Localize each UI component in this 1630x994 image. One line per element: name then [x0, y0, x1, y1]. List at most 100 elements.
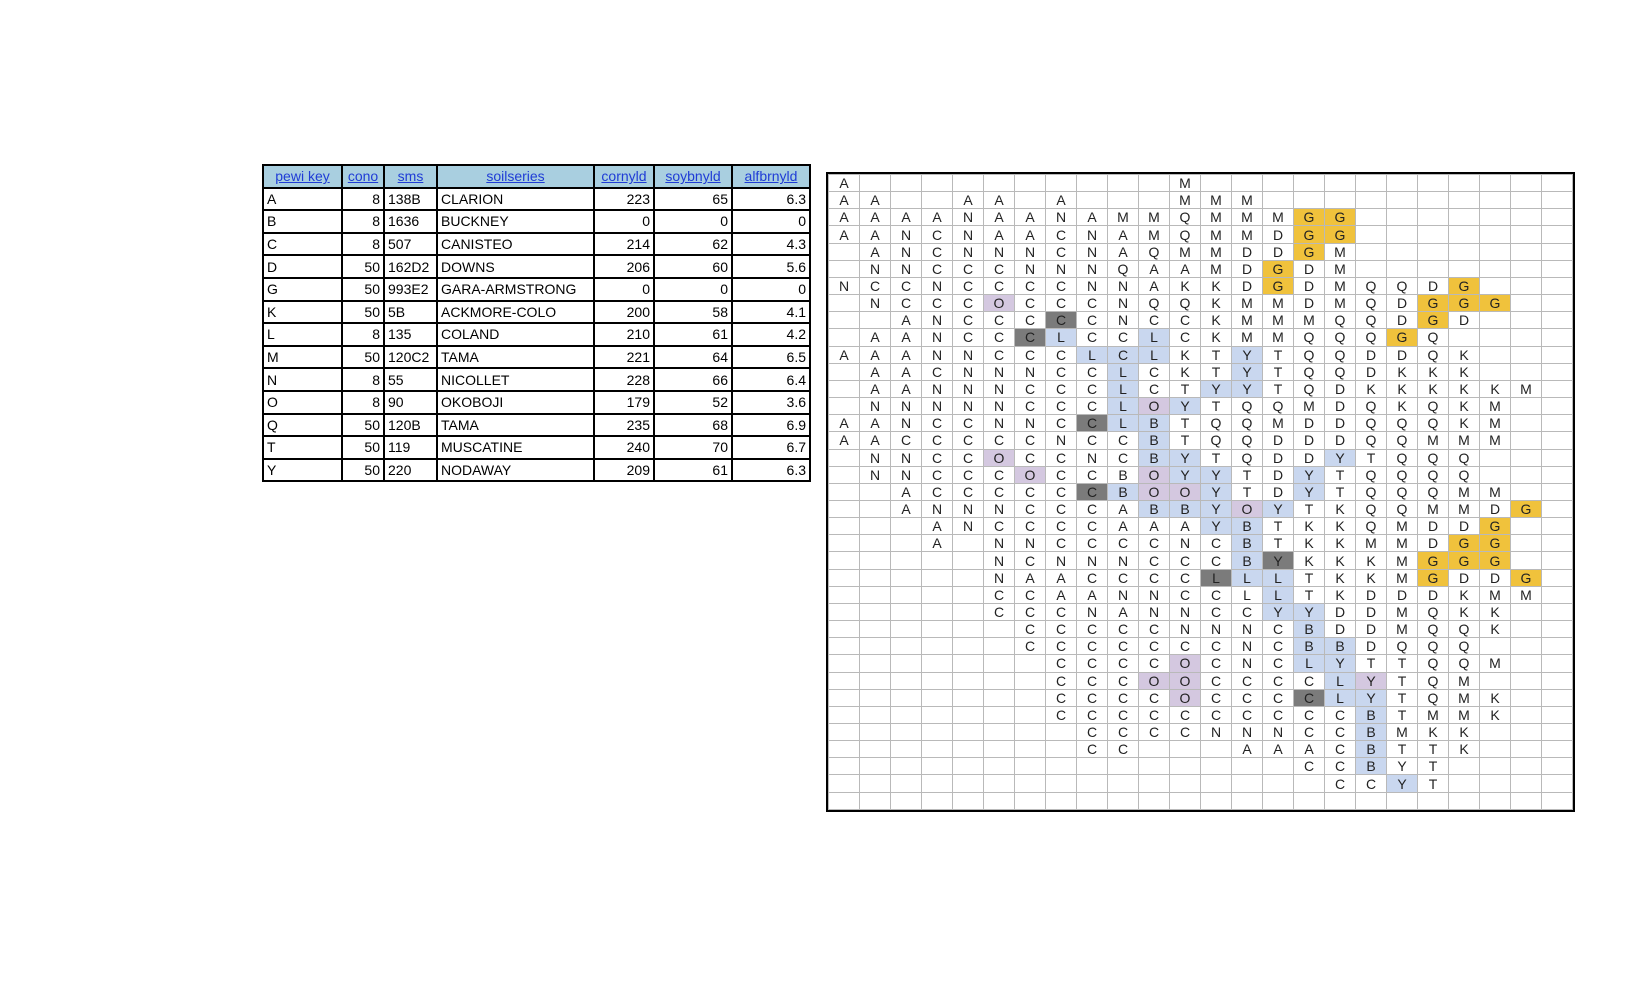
header-cono[interactable]: cono: [341, 164, 385, 189]
cell-soilseries: COLAND: [436, 322, 595, 347]
grid-cell: M: [1417, 705, 1449, 725]
grid-cell: M: [1262, 311, 1294, 330]
header-pewi-key[interactable]: pewi key: [262, 164, 343, 189]
grid-cell: A: [828, 208, 860, 227]
grid-cell: N: [983, 551, 1015, 570]
grid-cell: Y: [1200, 482, 1232, 501]
grid-cell: C: [1200, 637, 1232, 656]
grid-cell: G: [1293, 242, 1325, 261]
table-row: A 8 138B CLARION 223 65 6.3: [262, 186, 811, 212]
grid-cell: A: [890, 208, 922, 227]
table-row: Q 50 120B TAMA 235 68 6.9: [262, 412, 811, 438]
grid-cell: [890, 602, 922, 622]
header-soybnyld[interactable]: soybnyld: [653, 164, 733, 189]
grid-cell: C: [1200, 705, 1232, 725]
header-alfbrnyld[interactable]: alfbrnyld: [731, 164, 811, 189]
grid-cell: [983, 774, 1015, 793]
grid-cell: [1014, 705, 1046, 725]
grid-cell: L: [1200, 568, 1232, 587]
grid-cell: [1448, 242, 1480, 261]
grid-cell: C: [921, 242, 953, 261]
grid-cell: C: [1231, 671, 1263, 690]
cell-alfbrnyld: 6.9: [731, 412, 811, 438]
grid-cell: C: [859, 276, 891, 296]
grid-cell: C: [1076, 654, 1108, 673]
grid-cell: Q: [1231, 448, 1263, 467]
grid-cell: C: [1014, 620, 1046, 639]
grid-cell: [1076, 757, 1108, 776]
grid-cell: C: [1324, 705, 1356, 725]
grid-cell: [1107, 173, 1139, 193]
grid-cell: C: [1107, 448, 1139, 467]
grid-cell: T: [1417, 774, 1449, 793]
grid-cell: Q: [1386, 482, 1418, 501]
grid-cell: C: [921, 259, 953, 278]
cell-alfbrnyld: 4.3: [731, 231, 811, 257]
grid-cell: C: [1014, 637, 1046, 656]
header-sms[interactable]: sms: [383, 164, 438, 189]
grid-cell: N: [890, 465, 922, 484]
grid-cell: [1448, 259, 1480, 278]
grid-cell: A: [859, 225, 891, 244]
grid-cell: [1014, 791, 1046, 810]
grid-cell: [1448, 208, 1480, 227]
grid-cell: C: [1138, 551, 1170, 570]
grid-cell: [1541, 551, 1573, 570]
grid-cell: G: [1479, 534, 1511, 553]
grid-cell: C: [1169, 311, 1201, 330]
cell-soybnyld: 68: [653, 412, 733, 438]
grid-cell: C: [1014, 328, 1046, 347]
grid-cell: K: [1417, 379, 1449, 399]
grid-cell: A: [859, 328, 891, 347]
grid-cell: Q: [1231, 414, 1263, 433]
grid-cell: M: [1510, 379, 1542, 399]
grid-cell: C: [1107, 654, 1139, 673]
cell-cornyld: 0: [593, 276, 655, 302]
grid-cell: [921, 722, 953, 742]
grid-cell: K: [1169, 362, 1201, 381]
grid-cell: C: [1138, 311, 1170, 330]
grid-cell: T: [1169, 414, 1201, 433]
grid-cell: [1541, 173, 1573, 193]
grid-cell: C: [1076, 431, 1108, 450]
grid-cell: [1417, 191, 1449, 210]
grid-cell: M: [1479, 431, 1511, 450]
grid-cell: [1479, 328, 1511, 347]
grid-cell: T: [1262, 534, 1294, 553]
grid-cell: C: [1169, 328, 1201, 347]
grid-cell: T: [1262, 517, 1294, 536]
grid-cell: [1510, 191, 1542, 210]
grid-cell: [1045, 740, 1077, 759]
grid-cell: Q: [1324, 311, 1356, 330]
grid-cell: Q: [1386, 276, 1418, 296]
grid-cell: T: [1386, 705, 1418, 725]
grid-cell: O: [1138, 465, 1170, 484]
grid-cell: L: [1107, 414, 1139, 433]
grid-cell: [921, 637, 953, 656]
grid-cell: C: [1076, 688, 1108, 707]
grid-cell: B: [1324, 637, 1356, 656]
header-soilseries[interactable]: soilseries: [436, 164, 595, 189]
grid-cell: C: [1045, 517, 1077, 536]
grid-cell: G: [1262, 276, 1294, 296]
cell-sms: 507: [383, 231, 438, 257]
grid-cell: [828, 465, 860, 484]
grid-cell: M: [1324, 294, 1356, 313]
grid-cell: [890, 551, 922, 570]
grid-cell: C: [890, 431, 922, 450]
grid-cell: M: [1262, 294, 1294, 313]
grid-cell: G: [1510, 499, 1542, 519]
grid-cell: Q: [1293, 345, 1325, 364]
grid-cell: M: [1200, 259, 1232, 278]
grid-cell: A: [1076, 585, 1108, 604]
grid-cell: D: [1479, 499, 1511, 519]
grid-cell: [952, 671, 984, 690]
header-cornyld[interactable]: cornyld: [593, 164, 655, 189]
grid-cell: C: [952, 431, 984, 450]
cell-soybnyld: 66: [653, 367, 733, 392]
grid-cell: D: [1293, 448, 1325, 467]
